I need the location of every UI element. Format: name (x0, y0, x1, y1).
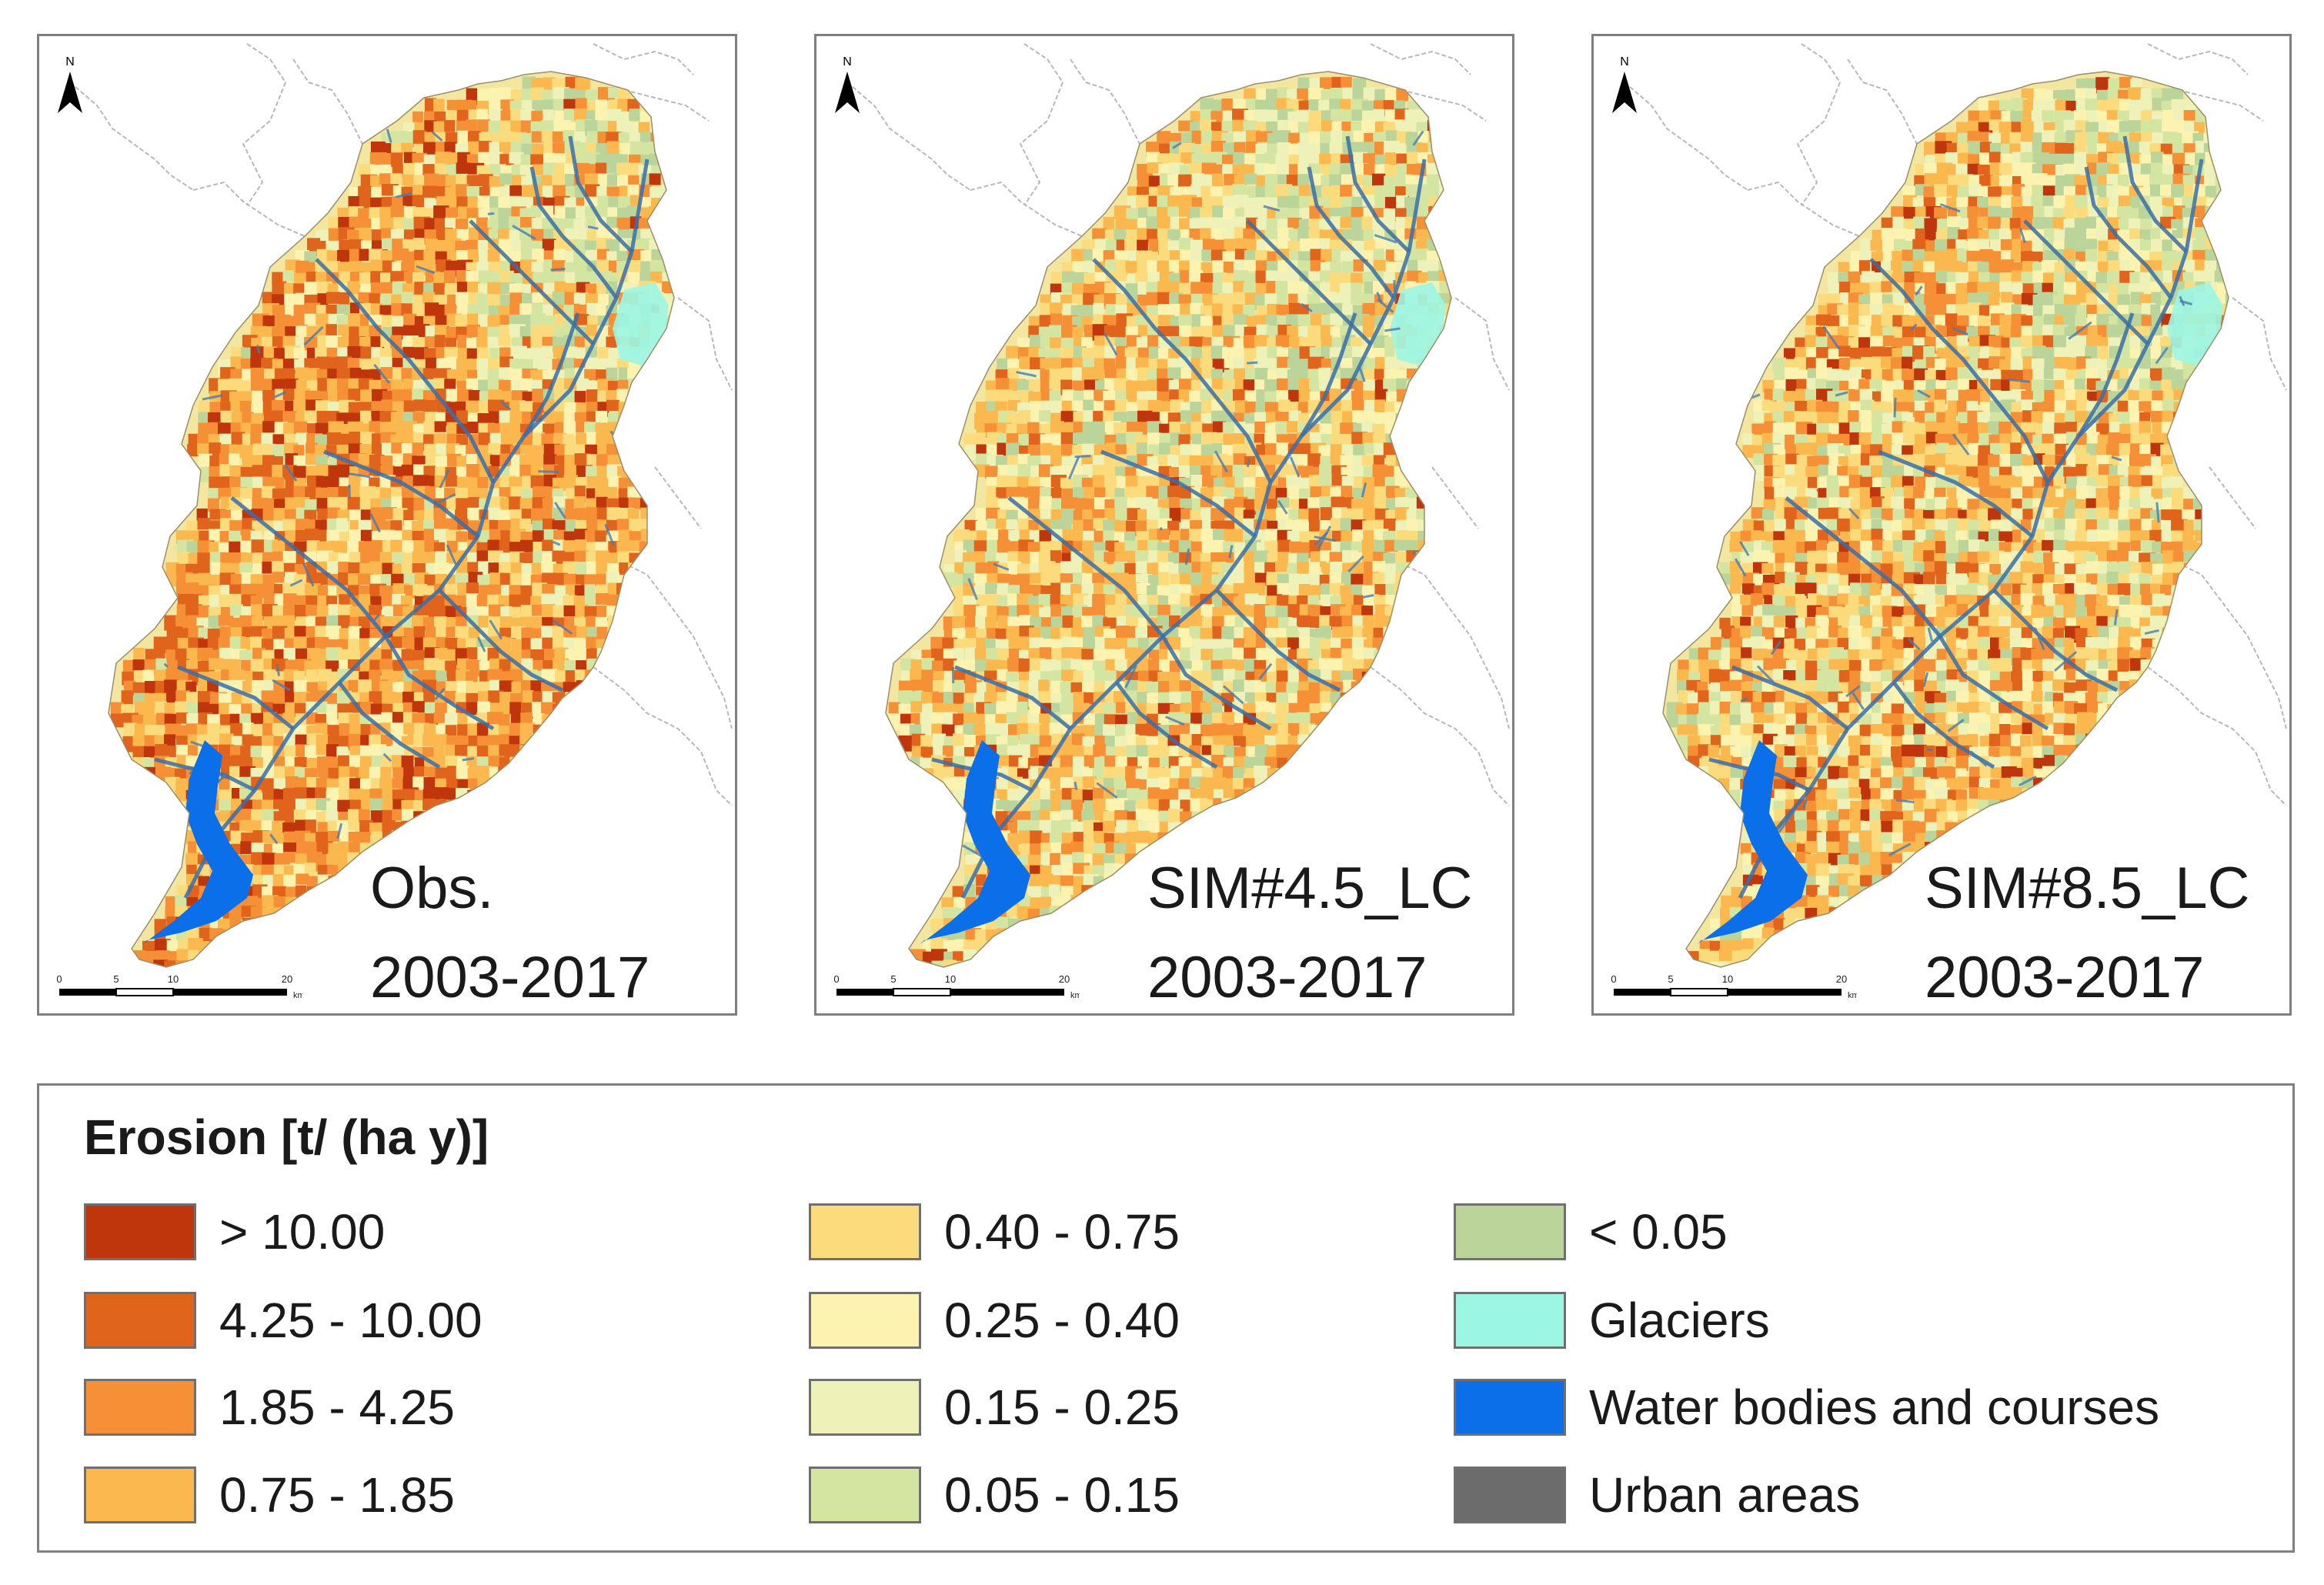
legend-label: 0.15 - 0.25 (944, 1380, 1180, 1435)
scale-tick-label: 20 (1059, 973, 1070, 985)
map-panel-sim45: N 0 5 10 20km SIM#4.5_LC 2003-2017 (814, 34, 1514, 1016)
scale-tick-label: 0 (56, 973, 62, 985)
scale-tick-label: 10 (945, 973, 956, 985)
north-arrow-icon: N (55, 52, 85, 121)
legend-label: Water bodies and courses (1589, 1380, 2160, 1435)
legend-item: 0.15 - 0.25 (809, 1376, 1180, 1438)
legend-swatch (809, 1292, 921, 1349)
legend-label: > 10.00 (219, 1204, 386, 1260)
north-letter: N (843, 55, 852, 68)
north-letter: N (65, 55, 75, 68)
legend-swatch (84, 1379, 196, 1436)
erosion-map (69, 43, 733, 968)
legend-item: > 10.00 (84, 1201, 385, 1263)
legend-item: 0.25 - 0.40 (809, 1290, 1180, 1351)
legend-swatch (809, 1467, 921, 1523)
legend-swatch (84, 1203, 196, 1260)
legend-item: 0.05 - 0.15 (809, 1464, 1180, 1526)
legend-item: 1.85 - 4.25 (84, 1376, 455, 1438)
scale-unit: km (293, 991, 302, 1000)
erosion-map (1624, 43, 2287, 968)
scale-tick-label: 5 (113, 973, 119, 985)
scale-tick-label: 0 (833, 973, 839, 985)
legend-label: Glaciers (1589, 1293, 1770, 1348)
legend-swatch (1454, 1379, 1566, 1436)
map-label-title: Obs. (370, 856, 494, 921)
legend-swatch (1454, 1203, 1566, 1260)
legend-swatch (84, 1467, 196, 1523)
legend-item: 0.40 - 0.75 (809, 1201, 1180, 1263)
legend-swatch (1454, 1467, 1566, 1523)
scale-tick-label: 10 (168, 973, 179, 985)
legend-swatch (1454, 1292, 1566, 1349)
map-label-period: 2003-2017 (1147, 945, 1427, 1010)
map-label-title: SIM#8.5_LC (1925, 856, 2250, 921)
scale-tick-label: 10 (1722, 973, 1733, 985)
legend-swatch (809, 1379, 921, 1436)
scale-bar: 0 5 10 20km (48, 967, 304, 1006)
scale-unit: km (1848, 991, 1857, 1000)
legend-label: 0.05 - 0.15 (944, 1467, 1180, 1523)
legend-swatch (84, 1292, 196, 1349)
scale-bar: 0 5 10 20km (826, 967, 1081, 1006)
legend-item: Glaciers (1454, 1290, 1770, 1351)
legend-swatch (809, 1203, 921, 1260)
map-panel-obs: N 0 5 10 20km Obs. 2003-2017 (37, 34, 737, 1016)
north-letter: N (1620, 55, 1629, 68)
legend-label: 4.25 - 10.00 (219, 1293, 482, 1348)
legend-label: Urban areas (1589, 1467, 1861, 1523)
legend-item: 4.25 - 10.00 (84, 1290, 482, 1351)
map-label-period: 2003-2017 (370, 945, 650, 1010)
map-panel-sim85: N 0 5 10 20km SIM#8.5_LC 2003-2017 (1591, 34, 2292, 1016)
legend-label: < 0.05 (1589, 1204, 1728, 1260)
legend-title: Erosion [t/ (ha y)] (84, 1110, 489, 1165)
legend-label: 0.75 - 1.85 (219, 1467, 455, 1523)
north-arrow-icon: N (1609, 52, 1640, 121)
legend-label: 1.85 - 4.25 (219, 1380, 455, 1435)
scale-bar: 0 5 10 20km (1603, 967, 1858, 1006)
legend-label: 0.25 - 0.40 (944, 1293, 1180, 1348)
map-label-title: SIM#4.5_LC (1147, 856, 1473, 921)
erosion-legend: Erosion [t/ (ha y)] > 10.00 4.25 - 10.00 1… (37, 1083, 2295, 1553)
erosion-map (846, 43, 1510, 968)
legend-item: < 0.05 (1454, 1201, 1728, 1263)
scale-tick-label: 20 (282, 973, 292, 985)
scale-tick-label: 0 (1611, 973, 1616, 985)
map-label-period: 2003-2017 (1925, 945, 2205, 1010)
north-arrow-icon: N (832, 52, 863, 121)
legend-item: Water bodies and courses (1454, 1376, 2159, 1438)
scale-tick-label: 5 (890, 973, 896, 985)
scale-tick-label: 5 (1668, 973, 1673, 985)
scale-unit: km (1070, 991, 1080, 1000)
legend-label: 0.40 - 0.75 (944, 1204, 1180, 1260)
scale-tick-label: 20 (1836, 973, 1847, 985)
legend-item: 0.75 - 1.85 (84, 1464, 455, 1526)
legend-item: Urban areas (1454, 1464, 1860, 1526)
